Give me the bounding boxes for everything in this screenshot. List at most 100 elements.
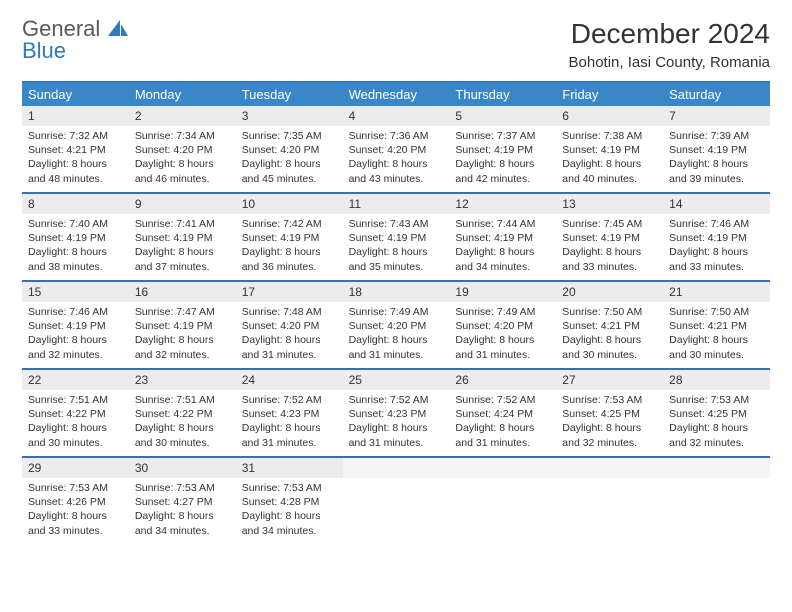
month-title: December 2024 xyxy=(569,18,771,50)
day-number: 14 xyxy=(663,194,770,214)
day-cell: 6Sunrise: 7:38 AMSunset: 4:19 PMDaylight… xyxy=(556,106,663,192)
day-cell: 1Sunrise: 7:32 AMSunset: 4:21 PMDaylight… xyxy=(22,106,129,192)
day-content: Sunrise: 7:39 AMSunset: 4:19 PMDaylight:… xyxy=(663,126,770,192)
title-block: December 2024 Bohotin, Iasi County, Roma… xyxy=(569,18,771,71)
day-content: Sunrise: 7:42 AMSunset: 4:19 PMDaylight:… xyxy=(236,214,343,280)
day-number: . xyxy=(343,458,450,478)
day-number: 27 xyxy=(556,370,663,390)
day-number: 1 xyxy=(22,106,129,126)
day-number: 13 xyxy=(556,194,663,214)
day-cell: 31Sunrise: 7:53 AMSunset: 4:28 PMDayligh… xyxy=(236,458,343,544)
week-row: 1Sunrise: 7:32 AMSunset: 4:21 PMDaylight… xyxy=(22,106,770,194)
day-number: 21 xyxy=(663,282,770,302)
dow-label: Saturday xyxy=(663,83,770,106)
day-cell: 24Sunrise: 7:52 AMSunset: 4:23 PMDayligh… xyxy=(236,370,343,456)
dow-label: Thursday xyxy=(449,83,556,106)
day-number: 16 xyxy=(129,282,236,302)
day-cell: 8Sunrise: 7:40 AMSunset: 4:19 PMDaylight… xyxy=(22,194,129,280)
dow-label: Monday xyxy=(129,83,236,106)
day-number: . xyxy=(449,458,556,478)
day-content: Sunrise: 7:52 AMSunset: 4:24 PMDaylight:… xyxy=(449,390,556,456)
day-number: 6 xyxy=(556,106,663,126)
week-row: 8Sunrise: 7:40 AMSunset: 4:19 PMDaylight… xyxy=(22,194,770,282)
day-content: Sunrise: 7:53 AMSunset: 4:25 PMDaylight:… xyxy=(556,390,663,456)
day-cell: 3Sunrise: 7:35 AMSunset: 4:20 PMDaylight… xyxy=(236,106,343,192)
day-content: Sunrise: 7:38 AMSunset: 4:19 PMDaylight:… xyxy=(556,126,663,192)
dow-label: Friday xyxy=(556,83,663,106)
day-cell: .. xyxy=(449,458,556,544)
day-content: Sunrise: 7:45 AMSunset: 4:19 PMDaylight:… xyxy=(556,214,663,280)
day-content: Sunrise: 7:52 AMSunset: 4:23 PMDaylight:… xyxy=(236,390,343,456)
day-content: Sunrise: 7:51 AMSunset: 4:22 PMDaylight:… xyxy=(129,390,236,456)
brand-text: General Blue xyxy=(22,18,128,62)
day-cell: 14Sunrise: 7:46 AMSunset: 4:19 PMDayligh… xyxy=(663,194,770,280)
day-content: Sunrise: 7:40 AMSunset: 4:19 PMDaylight:… xyxy=(22,214,129,280)
sail-icon xyxy=(108,20,128,36)
day-content: Sunrise: 7:49 AMSunset: 4:20 PMDaylight:… xyxy=(343,302,450,368)
day-cell: 9Sunrise: 7:41 AMSunset: 4:19 PMDaylight… xyxy=(129,194,236,280)
day-number: 9 xyxy=(129,194,236,214)
day-number: 29 xyxy=(22,458,129,478)
day-number: 12 xyxy=(449,194,556,214)
dow-label: Sunday xyxy=(22,83,129,106)
brand-logo: General Blue xyxy=(22,18,128,62)
dow-label: Wednesday xyxy=(343,83,450,106)
day-cell: 13Sunrise: 7:45 AMSunset: 4:19 PMDayligh… xyxy=(556,194,663,280)
day-number: 20 xyxy=(556,282,663,302)
header: General Blue December 2024 Bohotin, Iasi… xyxy=(22,18,770,71)
day-number: 31 xyxy=(236,458,343,478)
day-content: Sunrise: 7:51 AMSunset: 4:22 PMDaylight:… xyxy=(22,390,129,456)
week-row: 29Sunrise: 7:53 AMSunset: 4:26 PMDayligh… xyxy=(22,458,770,544)
day-content: Sunrise: 7:32 AMSunset: 4:21 PMDaylight:… xyxy=(22,126,129,192)
day-number: 2 xyxy=(129,106,236,126)
day-number: 3 xyxy=(236,106,343,126)
week-row: 22Sunrise: 7:51 AMSunset: 4:22 PMDayligh… xyxy=(22,370,770,458)
week-row: 15Sunrise: 7:46 AMSunset: 4:19 PMDayligh… xyxy=(22,282,770,370)
day-content: Sunrise: 7:46 AMSunset: 4:19 PMDaylight:… xyxy=(663,214,770,280)
day-cell: 19Sunrise: 7:49 AMSunset: 4:20 PMDayligh… xyxy=(449,282,556,368)
day-content: Sunrise: 7:34 AMSunset: 4:20 PMDaylight:… xyxy=(129,126,236,192)
day-content: Sunrise: 7:53 AMSunset: 4:27 PMDaylight:… xyxy=(129,478,236,544)
day-cell: .. xyxy=(556,458,663,544)
day-number: 10 xyxy=(236,194,343,214)
day-number: 28 xyxy=(663,370,770,390)
day-number: 22 xyxy=(22,370,129,390)
day-content: Sunrise: 7:35 AMSunset: 4:20 PMDaylight:… xyxy=(236,126,343,192)
day-cell: 18Sunrise: 7:49 AMSunset: 4:20 PMDayligh… xyxy=(343,282,450,368)
day-number: 7 xyxy=(663,106,770,126)
day-number: 26 xyxy=(449,370,556,390)
day-cell: 15Sunrise: 7:46 AMSunset: 4:19 PMDayligh… xyxy=(22,282,129,368)
day-number: 23 xyxy=(129,370,236,390)
day-cell: 29Sunrise: 7:53 AMSunset: 4:26 PMDayligh… xyxy=(22,458,129,544)
day-content: Sunrise: 7:49 AMSunset: 4:20 PMDaylight:… xyxy=(449,302,556,368)
day-cell: 30Sunrise: 7:53 AMSunset: 4:27 PMDayligh… xyxy=(129,458,236,544)
brand-blue: Blue xyxy=(22,38,66,63)
calendar: SundayMondayTuesdayWednesdayThursdayFrid… xyxy=(22,81,770,544)
day-number: 30 xyxy=(129,458,236,478)
day-cell: 22Sunrise: 7:51 AMSunset: 4:22 PMDayligh… xyxy=(22,370,129,456)
day-number: 4 xyxy=(343,106,450,126)
day-content: Sunrise: 7:52 AMSunset: 4:23 PMDaylight:… xyxy=(343,390,450,456)
day-content: Sunrise: 7:46 AMSunset: 4:19 PMDaylight:… xyxy=(22,302,129,368)
day-cell: 12Sunrise: 7:44 AMSunset: 4:19 PMDayligh… xyxy=(449,194,556,280)
dow-label: Tuesday xyxy=(236,83,343,106)
day-number: 25 xyxy=(343,370,450,390)
day-number: . xyxy=(556,458,663,478)
day-content: Sunrise: 7:50 AMSunset: 4:21 PMDaylight:… xyxy=(556,302,663,368)
day-content: Sunrise: 7:37 AMSunset: 4:19 PMDaylight:… xyxy=(449,126,556,192)
day-number: 15 xyxy=(22,282,129,302)
day-cell: 27Sunrise: 7:53 AMSunset: 4:25 PMDayligh… xyxy=(556,370,663,456)
day-cell: 10Sunrise: 7:42 AMSunset: 4:19 PMDayligh… xyxy=(236,194,343,280)
day-cell: 25Sunrise: 7:52 AMSunset: 4:23 PMDayligh… xyxy=(343,370,450,456)
day-number: 24 xyxy=(236,370,343,390)
day-cell: 2Sunrise: 7:34 AMSunset: 4:20 PMDaylight… xyxy=(129,106,236,192)
day-content: Sunrise: 7:47 AMSunset: 4:19 PMDaylight:… xyxy=(129,302,236,368)
day-cell: 23Sunrise: 7:51 AMSunset: 4:22 PMDayligh… xyxy=(129,370,236,456)
day-number: 18 xyxy=(343,282,450,302)
day-number: 8 xyxy=(22,194,129,214)
day-cell: 21Sunrise: 7:50 AMSunset: 4:21 PMDayligh… xyxy=(663,282,770,368)
weeks-container: 1Sunrise: 7:32 AMSunset: 4:21 PMDaylight… xyxy=(22,106,770,544)
dow-row: SundayMondayTuesdayWednesdayThursdayFrid… xyxy=(22,83,770,106)
day-cell: 7Sunrise: 7:39 AMSunset: 4:19 PMDaylight… xyxy=(663,106,770,192)
day-number: 11 xyxy=(343,194,450,214)
